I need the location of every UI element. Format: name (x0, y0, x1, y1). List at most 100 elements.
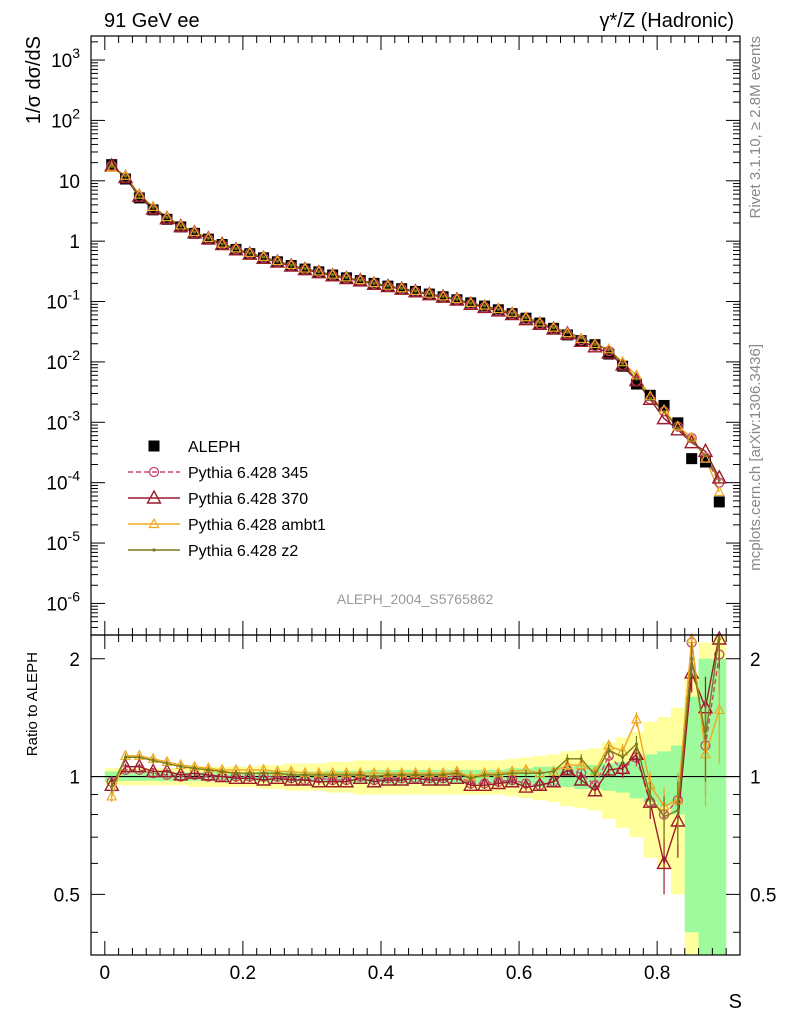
data-point (216, 237, 228, 248)
ratio-y-tick-label-right: 2 (750, 650, 761, 671)
x-tick-label: 0.2 (230, 963, 256, 984)
ratio-point (593, 773, 597, 777)
data-point (147, 200, 159, 211)
data-point (455, 297, 459, 301)
ratio-point (317, 773, 321, 777)
data-point (603, 348, 615, 360)
data-point (175, 219, 187, 230)
data-point (658, 406, 670, 417)
data-point (437, 290, 449, 301)
y-tick-label: 10-2 (46, 347, 80, 374)
series-line (111, 165, 720, 481)
data-point (520, 310, 532, 322)
data-point (711, 469, 727, 484)
data-point (137, 193, 141, 197)
data-point (258, 252, 269, 263)
ratio-point (614, 759, 631, 774)
ratio-point (192, 766, 197, 770)
y-tick-label: 10 (59, 172, 80, 193)
ratio-point (510, 771, 514, 775)
data-point (230, 242, 242, 253)
ratio-point (159, 763, 175, 778)
ratio-point (344, 773, 349, 777)
ratio-point (386, 773, 390, 777)
ratio-point (131, 758, 148, 773)
data-point (603, 342, 615, 354)
ratio-point (496, 773, 500, 777)
data-point (601, 344, 617, 359)
data-point (589, 341, 601, 352)
legend-label: Pythia 6.428 ambt1 (188, 517, 326, 534)
ratio-point (634, 742, 639, 746)
series-line (111, 164, 720, 484)
ratio-point (690, 657, 694, 661)
ratio-point (137, 755, 141, 759)
ratio-point (532, 776, 548, 791)
data-point (565, 330, 569, 334)
ratio-point (713, 703, 725, 715)
bottom-frame (90, 634, 741, 956)
ratio-point (275, 771, 280, 775)
data-point (189, 225, 201, 237)
data-point (699, 452, 711, 463)
y-tick-label: 103 (51, 45, 80, 72)
ratio-point (579, 757, 583, 761)
data-point (676, 426, 680, 430)
data-point (621, 361, 625, 365)
legend-label: ALEPH (188, 439, 240, 456)
data-point (575, 332, 587, 344)
ratio-point (145, 763, 161, 778)
y-tick-label: 102 (51, 105, 80, 132)
legend-marker (152, 548, 156, 552)
data-point (272, 256, 283, 267)
ratio-point (648, 794, 652, 798)
data-point (628, 372, 645, 387)
ratio-point (601, 761, 617, 776)
ratio-point (220, 769, 224, 774)
data-point (368, 278, 380, 290)
ratio-point (303, 773, 307, 777)
data-point (230, 244, 242, 255)
ratio-point (262, 771, 266, 775)
ratio-point (421, 771, 437, 786)
data-point (579, 336, 583, 340)
data-point (465, 296, 477, 307)
ratio-y-tick-label: 0.5 (54, 885, 80, 906)
ratio-band-inner (698, 658, 713, 955)
ratio-point (366, 773, 382, 788)
ratio-point (504, 773, 520, 788)
bottom-y-axis-title: Ratio to ALEPH (24, 652, 41, 756)
ratio-point (551, 769, 556, 774)
ratio-point (380, 771, 396, 786)
data-point (244, 248, 255, 259)
analysis-watermark: ALEPH_2004_S5765862 (337, 591, 494, 607)
ratio-point (372, 774, 376, 779)
data-point (469, 301, 473, 305)
ratio-y-tick-label: 1 (69, 768, 80, 789)
data-point (703, 454, 708, 458)
ratio-point (518, 778, 534, 793)
x-tick-label: 0.8 (644, 963, 670, 984)
ratio-point (441, 773, 445, 777)
data-point (248, 251, 252, 255)
data-point (690, 438, 694, 443)
data-point (561, 329, 573, 341)
ratio-point (538, 771, 542, 775)
ratio-point (214, 768, 230, 783)
ratio-point (173, 766, 189, 781)
ratio-point (186, 764, 203, 779)
data-point (492, 302, 504, 314)
data-point (340, 271, 352, 282)
data-point (262, 255, 266, 259)
ratio-point (621, 755, 625, 759)
ratio-point (151, 758, 155, 762)
data-point (423, 287, 435, 298)
data-point (479, 301, 490, 313)
data-point (713, 496, 725, 508)
header-right: γ*/Z (Hadronic) (600, 10, 734, 32)
data-point (413, 289, 418, 293)
ratio-panel: 0 0.2 0.4 0.6 0.8 0.5 0.5 1 1 2 2 (54, 630, 776, 984)
ratio-point (524, 771, 528, 775)
data-point (151, 205, 155, 209)
data-point (593, 342, 597, 347)
